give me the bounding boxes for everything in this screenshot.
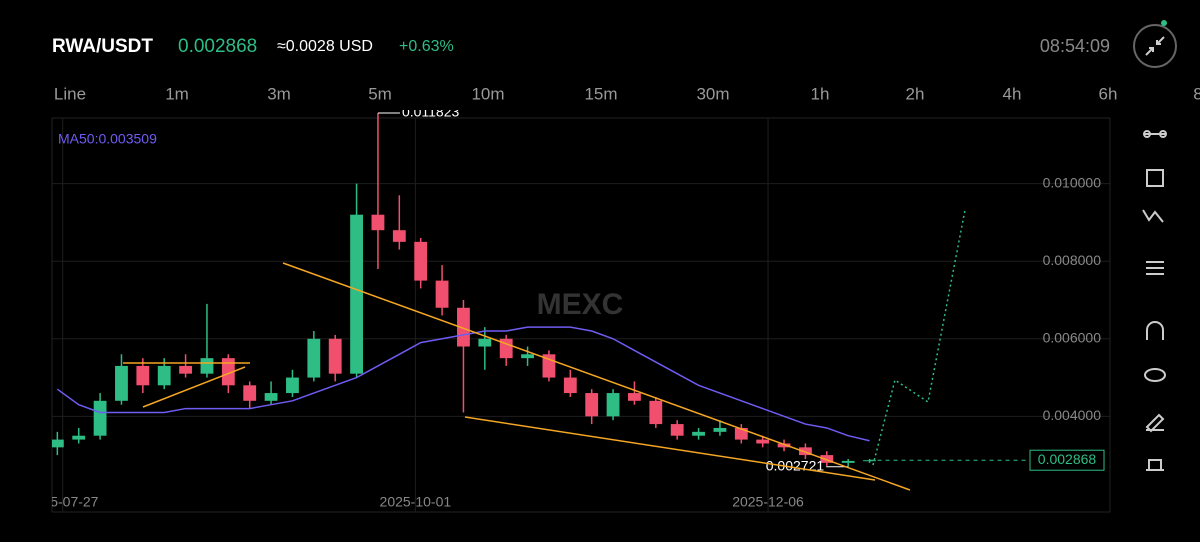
price: 0.002868 <box>178 36 257 57</box>
candle-body <box>157 365 171 386</box>
timeframe[interactable]: 3m <box>267 84 291 103</box>
high-label: 0.011823 <box>402 104 460 120</box>
candle-body <box>563 377 577 394</box>
drawings <box>123 209 966 491</box>
candle-body <box>820 455 834 463</box>
candle-body <box>115 365 128 401</box>
y-tick-label: 0.004000 <box>1043 407 1102 423</box>
candle-body <box>264 393 278 401</box>
change: +0.63% <box>399 38 454 55</box>
timeframe[interactable]: 1m <box>165 84 189 103</box>
candle-body <box>200 358 214 374</box>
candle-body <box>136 365 150 386</box>
collapse-button[interactable] <box>1133 20 1177 68</box>
candle-body <box>521 354 534 359</box>
candle-body <box>435 280 449 308</box>
candle-body <box>414 241 428 281</box>
watermark: MEXC <box>537 288 624 321</box>
x-tick-label: 2025-12-06 <box>732 494 804 510</box>
candle-body <box>670 424 684 436</box>
candle-body <box>286 377 299 394</box>
candle-body <box>692 431 705 436</box>
candle-body <box>328 338 342 374</box>
candle-body <box>307 338 321 378</box>
x-tick-label: 2025-07-27 <box>27 494 99 510</box>
plot-frame <box>51 117 1111 513</box>
candle-body <box>585 393 599 417</box>
y-tick-label: 0.006000 <box>1043 329 1102 345</box>
timeframe[interactable]: 5m <box>368 84 392 103</box>
timeframe[interactable]: 4h <box>1003 84 1022 103</box>
price-tag-label: 0.002868 <box>1038 451 1097 467</box>
candle-body <box>221 358 235 386</box>
timeframe[interactable]: Line <box>54 84 86 103</box>
candle-body <box>606 393 620 417</box>
ma-label: MA50:0.003509 <box>58 131 157 147</box>
candle-body <box>499 338 513 359</box>
candle-body <box>52 439 64 448</box>
candle-body <box>628 393 641 401</box>
candle-body <box>179 365 192 374</box>
pair[interactable]: RWA/USDT <box>52 36 153 57</box>
y-tick-label: 0.010000 <box>1043 174 1102 190</box>
candle-body <box>93 400 107 436</box>
usd-price: ≈0.0028 USD <box>277 38 373 55</box>
candle-body <box>243 385 257 401</box>
y-tick-label: 0.008000 <box>1043 252 1102 268</box>
timeframe[interactable]: 2h <box>906 84 925 103</box>
candle-body <box>734 427 748 440</box>
timeframe[interactable]: 10m <box>471 84 504 103</box>
candle-body <box>799 447 812 456</box>
candle-body <box>392 230 406 242</box>
timeframe[interactable]: 15m <box>584 84 617 103</box>
timeframe[interactable]: 6h <box>1099 84 1118 103</box>
candle-body <box>649 400 663 425</box>
x-tick-label: 2025-10-01 <box>380 494 452 510</box>
candle-body <box>841 460 855 463</box>
toolbar[interactable] <box>1142 130 1167 471</box>
ma-line <box>56 326 870 442</box>
candle-body <box>457 307 470 347</box>
timeframe[interactable]: 8 <box>1193 84 1200 103</box>
clock: 08:54:09 <box>1040 36 1110 56</box>
candle-body <box>756 439 770 444</box>
candle-body <box>371 214 385 231</box>
timeframe[interactable]: 30m <box>696 84 729 103</box>
candle-body <box>777 443 791 448</box>
candle-body <box>713 427 727 432</box>
price-tag <box>1029 449 1105 471</box>
candle-body <box>72 435 86 440</box>
candle-body <box>478 338 492 347</box>
candle-body <box>350 214 363 374</box>
timeframe[interactable]: 1h <box>811 84 830 103</box>
